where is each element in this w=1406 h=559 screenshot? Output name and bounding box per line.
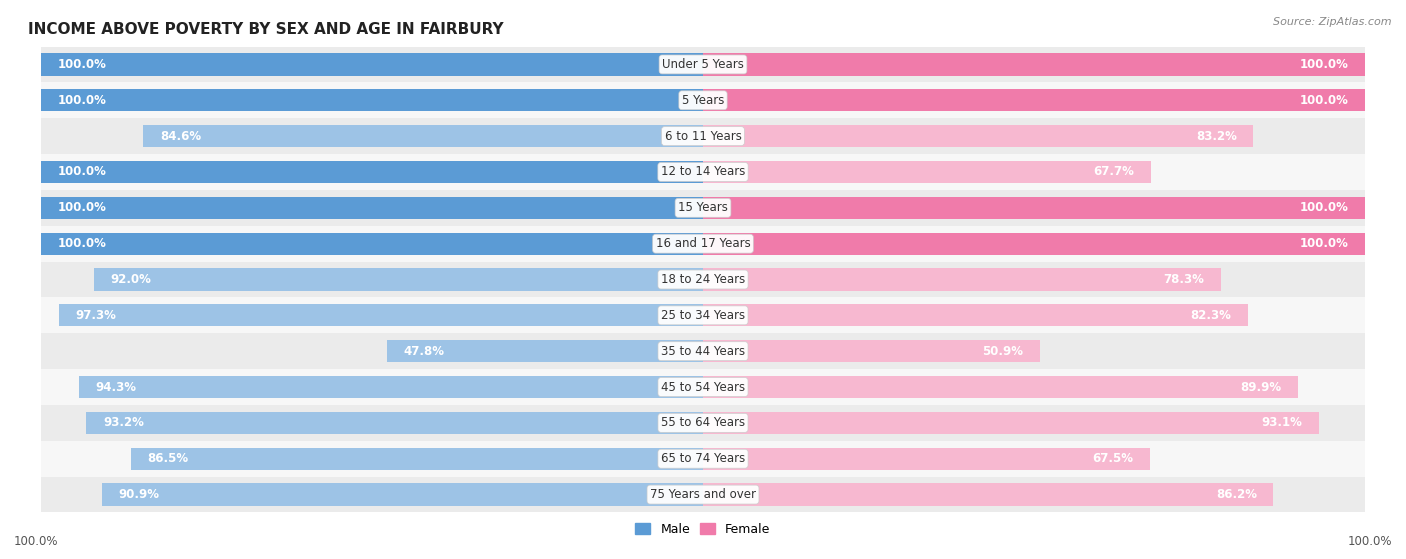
Text: 78.3%: 78.3%: [1164, 273, 1205, 286]
Text: 45 to 54 Years: 45 to 54 Years: [661, 381, 745, 394]
Bar: [703, 484, 1274, 506]
Bar: [41, 405, 1365, 441]
Bar: [703, 233, 1365, 255]
Text: 16 and 17 Years: 16 and 17 Years: [655, 237, 751, 250]
Bar: [41, 369, 1365, 405]
Bar: [41, 441, 1365, 477]
Text: 100.0%: 100.0%: [58, 165, 107, 178]
Text: 89.9%: 89.9%: [1240, 381, 1281, 394]
Bar: [41, 477, 1365, 513]
Text: 18 to 24 Years: 18 to 24 Years: [661, 273, 745, 286]
Text: 86.2%: 86.2%: [1216, 488, 1257, 501]
Bar: [101, 484, 703, 506]
Bar: [703, 340, 1040, 362]
Bar: [703, 376, 1298, 398]
Text: Under 5 Years: Under 5 Years: [662, 58, 744, 71]
Bar: [703, 53, 1365, 75]
Bar: [41, 233, 703, 255]
Text: 100.0%: 100.0%: [1299, 201, 1348, 214]
Bar: [41, 190, 1365, 226]
Text: 83.2%: 83.2%: [1197, 130, 1237, 143]
Text: 15 Years: 15 Years: [678, 201, 728, 214]
Bar: [703, 448, 1150, 470]
Bar: [41, 161, 703, 183]
Text: 97.3%: 97.3%: [76, 309, 117, 322]
Text: 67.5%: 67.5%: [1092, 452, 1133, 465]
Text: 100.0%: 100.0%: [14, 535, 59, 548]
Text: 75 Years and over: 75 Years and over: [650, 488, 756, 501]
Text: 5 Years: 5 Years: [682, 94, 724, 107]
Bar: [703, 412, 1319, 434]
Text: 86.5%: 86.5%: [148, 452, 188, 465]
Text: 84.6%: 84.6%: [160, 130, 201, 143]
Text: 100.0%: 100.0%: [1299, 237, 1348, 250]
Text: 92.0%: 92.0%: [111, 273, 152, 286]
Legend: Male, Female: Male, Female: [630, 518, 776, 541]
Text: 82.3%: 82.3%: [1189, 309, 1232, 322]
Bar: [59, 304, 703, 326]
Text: 55 to 64 Years: 55 to 64 Years: [661, 416, 745, 429]
Text: 100.0%: 100.0%: [58, 94, 107, 107]
Text: 90.9%: 90.9%: [118, 488, 159, 501]
Text: 100.0%: 100.0%: [1299, 58, 1348, 71]
Text: 100.0%: 100.0%: [1347, 535, 1392, 548]
Text: 50.9%: 50.9%: [983, 345, 1024, 358]
Bar: [703, 304, 1247, 326]
Text: 67.7%: 67.7%: [1094, 165, 1135, 178]
Text: 93.1%: 93.1%: [1261, 416, 1302, 429]
Bar: [703, 197, 1365, 219]
Bar: [41, 154, 1365, 190]
Text: 93.2%: 93.2%: [103, 416, 143, 429]
Bar: [41, 297, 1365, 333]
Bar: [79, 376, 703, 398]
Bar: [86, 412, 703, 434]
Text: 47.8%: 47.8%: [404, 345, 444, 358]
Bar: [94, 268, 703, 291]
Bar: [41, 89, 703, 111]
Text: 100.0%: 100.0%: [1299, 94, 1348, 107]
Bar: [143, 125, 703, 147]
Text: 25 to 34 Years: 25 to 34 Years: [661, 309, 745, 322]
Bar: [41, 333, 1365, 369]
Text: 100.0%: 100.0%: [58, 58, 107, 71]
Text: 12 to 14 Years: 12 to 14 Years: [661, 165, 745, 178]
Text: 100.0%: 100.0%: [58, 237, 107, 250]
Bar: [41, 262, 1365, 297]
Bar: [703, 125, 1254, 147]
Bar: [703, 161, 1152, 183]
Text: 100.0%: 100.0%: [58, 201, 107, 214]
Bar: [41, 197, 703, 219]
Bar: [41, 53, 703, 75]
Bar: [41, 82, 1365, 118]
Bar: [41, 226, 1365, 262]
Bar: [703, 268, 1220, 291]
Text: INCOME ABOVE POVERTY BY SEX AND AGE IN FAIRBURY: INCOME ABOVE POVERTY BY SEX AND AGE IN F…: [28, 22, 503, 36]
Text: 35 to 44 Years: 35 to 44 Years: [661, 345, 745, 358]
Bar: [387, 340, 703, 362]
Text: 6 to 11 Years: 6 to 11 Years: [665, 130, 741, 143]
Bar: [41, 46, 1365, 82]
Bar: [41, 118, 1365, 154]
Text: Source: ZipAtlas.com: Source: ZipAtlas.com: [1274, 17, 1392, 27]
Text: 94.3%: 94.3%: [96, 381, 136, 394]
Bar: [131, 448, 703, 470]
Bar: [703, 89, 1365, 111]
Text: 65 to 74 Years: 65 to 74 Years: [661, 452, 745, 465]
